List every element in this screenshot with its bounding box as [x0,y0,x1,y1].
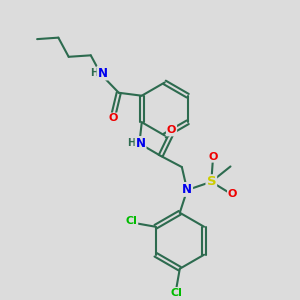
Text: O: O [228,190,237,200]
Text: O: O [208,152,218,162]
Text: O: O [109,113,118,123]
Text: O: O [167,125,176,136]
Text: H: H [90,68,98,78]
Text: Cl: Cl [170,288,182,298]
Text: N: N [182,183,192,196]
Text: N: N [98,67,108,80]
Text: N: N [136,137,146,150]
Text: S: S [206,175,216,188]
Text: Cl: Cl [125,216,137,226]
Text: H: H [127,139,135,148]
